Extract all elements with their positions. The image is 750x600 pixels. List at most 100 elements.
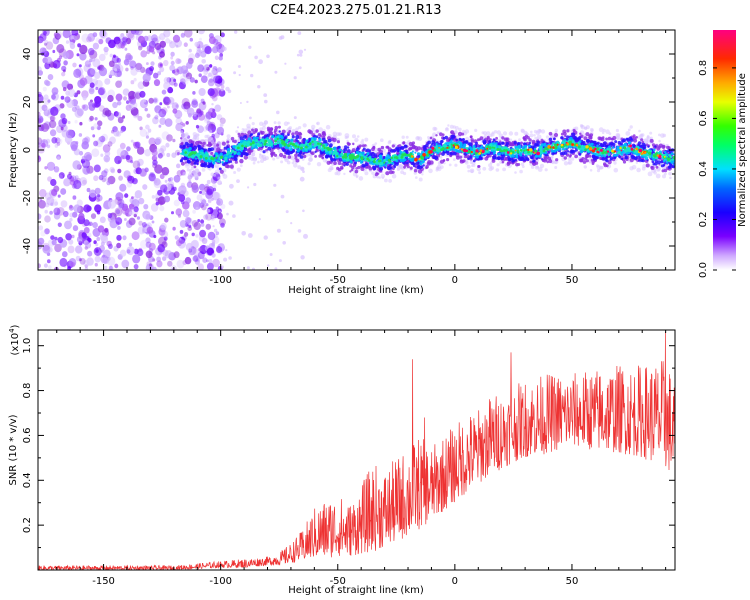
signal-blob xyxy=(484,156,489,161)
signal-blob xyxy=(259,149,263,153)
noise-blob xyxy=(54,201,59,206)
noise-dot xyxy=(233,71,237,75)
signal-blob xyxy=(551,156,554,159)
noise-blob xyxy=(45,41,54,50)
signal-blob xyxy=(233,139,237,144)
noise-blob xyxy=(203,69,209,76)
noise-blob xyxy=(93,123,99,129)
signal-blob xyxy=(302,152,305,155)
noise-dot xyxy=(237,65,241,68)
noise-blob xyxy=(184,256,192,265)
signal-blob xyxy=(514,171,517,174)
noise-blob xyxy=(38,237,45,245)
noise-blob xyxy=(134,190,142,199)
noise-blob xyxy=(112,101,118,109)
noise-blob xyxy=(54,236,58,241)
noise-blob xyxy=(104,51,108,56)
noise-blob xyxy=(79,121,83,126)
noise-dot xyxy=(220,265,224,269)
noise-blob xyxy=(154,164,163,174)
signal-blob xyxy=(268,130,273,135)
noise-blob xyxy=(118,175,123,181)
signal-blob xyxy=(525,157,529,161)
signal-blob xyxy=(489,133,493,138)
noise-blob xyxy=(144,107,148,112)
noise-blob xyxy=(137,163,141,167)
signal-blob xyxy=(496,156,501,161)
noise-blob xyxy=(219,117,226,125)
signal-blob xyxy=(379,154,383,158)
noise-blob xyxy=(44,42,47,46)
noise-blob xyxy=(62,87,67,92)
signal-blob xyxy=(291,132,295,136)
signal-blob xyxy=(521,165,525,169)
signal-blob xyxy=(285,151,290,155)
signal-blob xyxy=(585,154,589,159)
signal-blob xyxy=(490,166,495,170)
noise-blob xyxy=(161,114,165,118)
noise-blob xyxy=(73,204,81,213)
signal-blob xyxy=(423,145,427,148)
signal-blob xyxy=(252,161,256,165)
signal-blob xyxy=(607,136,612,141)
noise-dot xyxy=(229,183,234,189)
signal-blob xyxy=(559,152,563,155)
noise-dot xyxy=(300,255,305,260)
noise-blob xyxy=(83,219,90,227)
noise-blob xyxy=(149,263,153,267)
signal-blob xyxy=(618,155,621,159)
noise-blob xyxy=(163,76,171,84)
signal-blob xyxy=(495,168,500,172)
signal-blob xyxy=(364,162,369,166)
signal-blob xyxy=(460,159,463,163)
noise-blob xyxy=(79,77,88,86)
noise-blob xyxy=(156,260,163,268)
signal-blob xyxy=(265,148,268,152)
noise-dot xyxy=(269,253,273,256)
signal-blob xyxy=(632,134,636,138)
signal-blob xyxy=(604,158,608,162)
noise-blob xyxy=(220,203,226,210)
signal-blob xyxy=(215,163,220,168)
noise-blob xyxy=(158,55,162,60)
noise-dot xyxy=(293,76,297,80)
signal-blob xyxy=(464,136,470,142)
signal-blob xyxy=(587,139,590,143)
noise-blob xyxy=(191,220,198,227)
noise-blob xyxy=(168,40,173,44)
noise-blob xyxy=(206,120,210,124)
signal-blob xyxy=(553,137,556,141)
noise-blob xyxy=(97,64,103,71)
signal-blob xyxy=(374,142,378,145)
signal-blob xyxy=(188,173,191,176)
signal-blob xyxy=(327,138,332,143)
noise-blob xyxy=(213,87,222,97)
signal-blob xyxy=(649,138,654,143)
signal-blob xyxy=(577,137,581,141)
signal-blob xyxy=(389,166,393,170)
noise-dot xyxy=(220,88,224,92)
noise-blob xyxy=(131,231,140,241)
signal-blob xyxy=(227,148,231,152)
noise-blob xyxy=(142,99,147,103)
noise-blob xyxy=(173,78,177,82)
signal-blob xyxy=(222,174,228,179)
signal-blob xyxy=(573,135,577,140)
signal-blob xyxy=(603,155,607,158)
noise-blob xyxy=(128,90,136,100)
signal-blob xyxy=(421,173,424,176)
signal-blob xyxy=(571,132,576,137)
signal-blob xyxy=(543,155,547,159)
signal-blob xyxy=(214,169,220,175)
signal-blob xyxy=(454,129,458,132)
noise-blob xyxy=(165,38,171,44)
noise-blob xyxy=(208,77,214,83)
noise-blob xyxy=(191,100,199,108)
noise-blob xyxy=(120,125,127,132)
signal-blob xyxy=(251,122,255,126)
noise-blob xyxy=(83,227,90,234)
signal-blob xyxy=(324,139,328,144)
noise-blob xyxy=(130,67,138,76)
noise-blob xyxy=(78,150,84,156)
signal-blob xyxy=(613,153,617,157)
